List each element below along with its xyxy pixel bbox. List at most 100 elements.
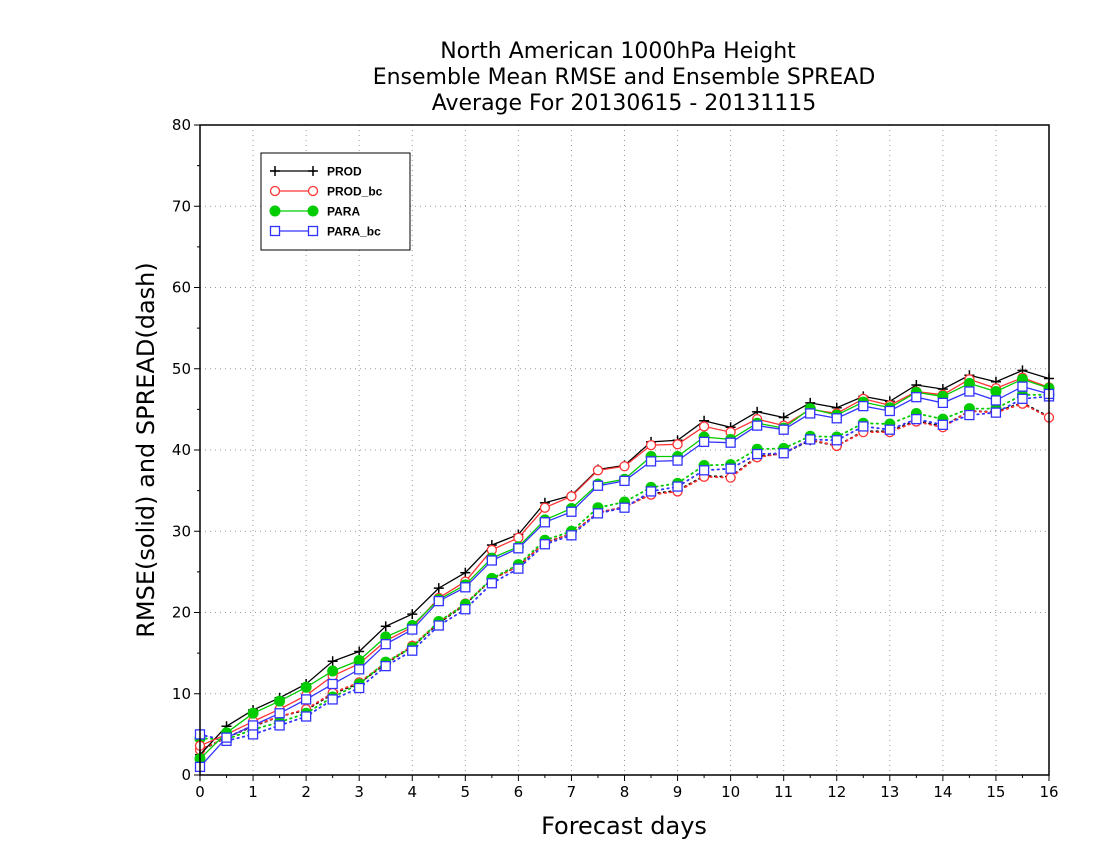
data-point-para-bc-spread [619,502,630,513]
y-tick-label: 50 [172,360,191,378]
data-point-para-bc [354,664,365,675]
data-point-para-bc-spread [911,413,922,425]
series-line-para-bc [199,385,1050,768]
data-point-para-bc-spread [831,435,842,446]
legend-marker [269,185,281,197]
legend-label: PROD [327,165,362,179]
data-point-para-bc [513,543,524,554]
data-point-prod [327,656,338,667]
legend-marker [269,205,281,217]
data-point-para-bc [247,720,259,731]
data-point-para-bc-spread [274,720,285,731]
data-point-para [247,707,259,719]
data-point-para-bc-spread [858,421,869,432]
data-point-para-bc [831,413,842,424]
data-point-prod [407,609,418,620]
data-point-para-bc-spread [486,578,497,589]
data-point-prod [433,583,444,594]
data-point-para-bc [990,395,1002,406]
legend-label: PARA [327,205,360,219]
x-tick-label: 7 [567,783,577,801]
data-point-para-bc-spread [513,563,524,574]
x-tick-label: 12 [827,783,846,801]
data-point-para-bc-spread [539,539,551,550]
series-layer [194,365,1055,773]
series-para-bc-spread [194,391,1055,747]
data-point-para-bc [619,475,630,487]
data-point-para-bc-spread [964,409,975,421]
data-point-prod-bc [672,439,683,450]
data-point-para-bc-spread [354,682,365,694]
x-tick-label: 11 [774,783,793,801]
data-point-para-bc [566,506,577,517]
x-tick-label: 8 [620,783,630,801]
data-point-para-bc-spread [566,530,577,541]
data-point-para-bc-spread [433,620,444,631]
data-point-prod-bc [592,465,604,476]
data-point-para-bc-spread [672,481,683,492]
data-point-prod-bc [513,532,524,543]
legend-marker [307,225,319,237]
data-point-para-bc [274,708,285,719]
data-point-para-bc [645,456,657,467]
x-tick-label: 2 [301,783,311,801]
x-tick-label: 4 [407,783,417,801]
data-point-para-bc-spread [460,604,471,615]
x-axis-label: Forecast days [541,812,707,840]
data-point-para-bc [964,386,975,397]
data-point-para-bc-spread [725,463,736,474]
data-point-para-bc-spread [592,508,604,519]
x-tick-label: 6 [514,783,524,801]
y-tick-label: 0 [181,766,191,784]
x-tick-label: 9 [673,783,683,801]
y-tick-label: 40 [172,441,191,459]
y-tick-label: 30 [172,522,191,540]
y-tick-label: 80 [172,116,191,134]
y-tick-label: 70 [172,197,191,215]
x-tick-label: 16 [1039,783,1058,801]
data-point-prod-bc [698,421,710,432]
series-line-para-spread [199,393,1050,741]
data-point-para [300,681,312,693]
data-point-para-bc-spread [1017,393,1028,404]
data-point-para-bc [460,582,471,593]
data-point-para [274,695,286,707]
data-point-para-bc-spread [300,711,312,722]
data-point-prod-bc-spread [725,472,736,483]
data-point-para-bc-spread [990,407,1002,418]
data-point-prod-bc [539,502,551,513]
data-point-para-bc-spread [407,645,418,656]
legend-marker [307,205,319,217]
legend-marker [308,166,318,176]
legend-marker [269,225,281,237]
x-tick-label: 15 [986,783,1005,801]
y-tick-label: 20 [172,604,191,622]
data-point-prod-bc [645,439,657,451]
title-line-1: North American 1000hPa Height [440,39,796,64]
legend-marker [270,166,280,176]
data-point-para-bc [805,408,816,419]
data-point-para-bc [937,397,949,409]
data-point-para-bc [221,732,232,743]
data-point-para [327,665,339,677]
data-point-para-bc [300,694,312,705]
data-point-para-bc [327,678,338,690]
x-tick-label: 0 [195,783,205,801]
x-tick-label: 3 [354,783,364,801]
data-point-prod-bc [566,491,577,502]
data-point-prod [460,567,471,578]
data-point-para [353,654,365,666]
data-point-para-bc [884,405,895,417]
series-prod-bc [194,372,1055,751]
data-point-para-bc [539,517,551,528]
data-point-prod [380,621,391,632]
data-point-para-bc [725,437,736,448]
data-point-para-bc-spread [884,424,895,435]
data-point-para-bc-spread [247,729,259,740]
data-point-para-bc-spread [778,448,789,459]
x-tick-label: 14 [933,783,952,801]
legend: PROD PROD_bc PARA PARA_bc [260,152,411,251]
y-tick-label: 10 [172,685,191,703]
data-point-para-bc [1017,381,1028,392]
